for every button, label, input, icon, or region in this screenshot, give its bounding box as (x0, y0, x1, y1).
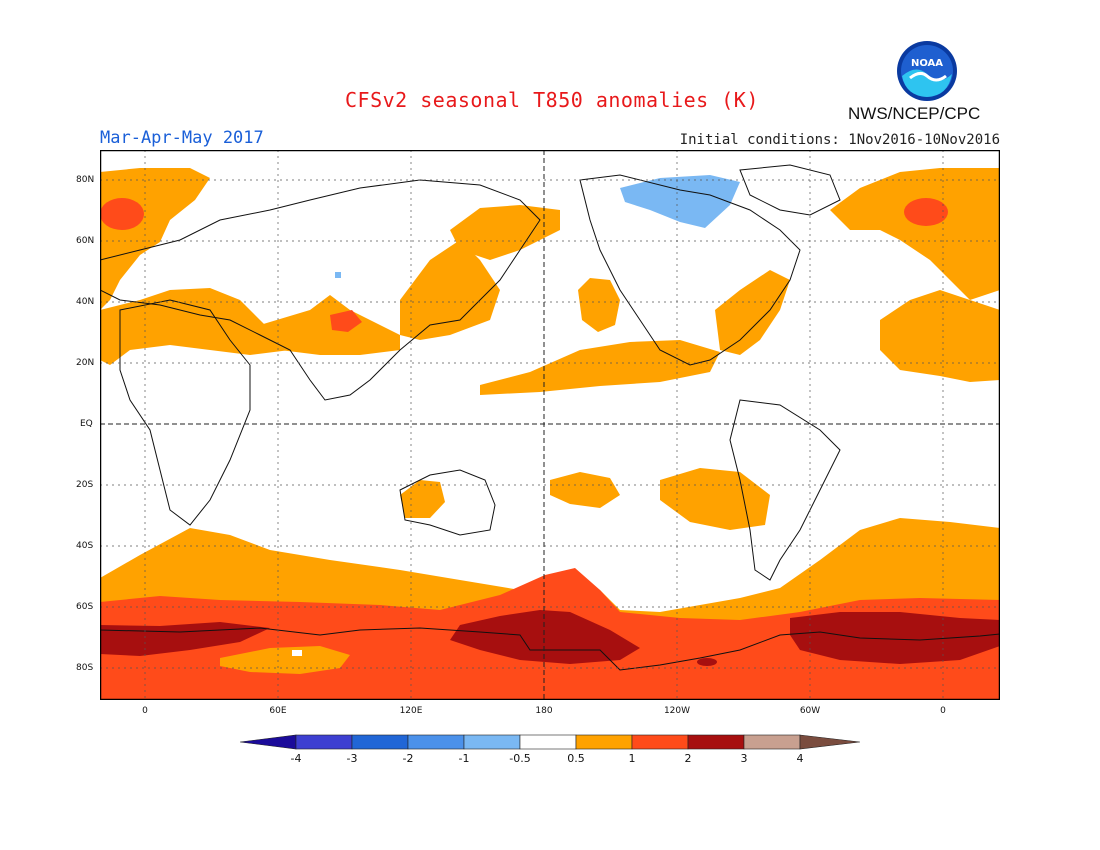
lat-label-40n: 40N (76, 297, 95, 307)
africa-coast (119, 299, 251, 526)
antarctic-darkred-east (790, 612, 1000, 664)
south-indian-blob (400, 480, 445, 518)
east-asia-band (400, 240, 500, 340)
colorbar-swatch-9 (743, 734, 801, 750)
lon-label-0-right: 0 (940, 706, 946, 716)
lat-label-60s: 60S (76, 602, 94, 612)
colorbar-swatch-5 (519, 734, 577, 750)
colorbar-swatch-4 (463, 734, 521, 750)
antarctica-coast (100, 627, 1000, 671)
colorbar-label-4: 4 (796, 752, 804, 765)
south-pacific-west-blob (550, 472, 620, 508)
greenland-coast (739, 164, 841, 216)
colorbar-label-2: 2 (684, 752, 692, 765)
lon-label-60e: 60E (269, 706, 287, 716)
lat-label-20n: 20N (76, 358, 95, 368)
colorbar-arrow-right (799, 734, 860, 750)
arctic-blue-patch (620, 175, 740, 228)
north-pacific-blob (578, 278, 620, 332)
colorbar-swatch-3 (407, 734, 465, 750)
lon-label-0-left: 0 (142, 706, 148, 716)
lon-label-120w: 120W (663, 706, 691, 716)
colorbar-swatch-1 (295, 734, 353, 750)
colorbar-arrow-left (240, 734, 297, 750)
lat-label-60n: 60N (76, 236, 95, 246)
lat-label-20s: 20S (76, 480, 94, 490)
greenland-east (830, 168, 1000, 300)
north-america-east (715, 270, 790, 355)
lon-label-180: 180 (535, 706, 553, 716)
colorbar-label-m4: -4 (290, 752, 302, 765)
lat-label-40s: 40S (76, 541, 94, 551)
south-america-coast (729, 399, 841, 581)
siberia-coast (450, 205, 560, 260)
chart-title: CFSv2 seasonal T850 anomalies (K) (345, 88, 759, 112)
colorbar-label-m05: -0.5 (509, 752, 531, 765)
lon-label-60w: 60W (799, 706, 821, 716)
colorbar-label-1: 1 (628, 752, 636, 765)
eurasia-coast (100, 179, 541, 401)
lon-label-120e: 120E (399, 706, 423, 716)
colorbar-swatch-7 (631, 734, 689, 750)
north-america-coast (579, 174, 801, 366)
europe-africa-east (880, 290, 1000, 382)
svg-text:NOAA: NOAA (911, 58, 943, 69)
antarctic-darkred-west (100, 622, 270, 656)
anomaly-map (100, 150, 1000, 700)
lat-label-80s: 80S (76, 663, 94, 673)
initial-conditions-label: Initial conditions: 1Nov2016-10Nov2016 (679, 132, 1000, 148)
colorbar-label-m1: -1 (458, 752, 470, 765)
colorbar-swatch-8 (687, 734, 745, 750)
colorbar-label-m3: -3 (346, 752, 358, 765)
noaa-logo: NOAA (897, 41, 957, 101)
season-label: Mar-Apr-May 2017 (100, 128, 264, 148)
colorbar-swatch-6 (575, 734, 633, 750)
colorbar (240, 734, 860, 750)
lat-label-80n: 80N (76, 175, 95, 185)
colorbar-label-m2: -2 (402, 752, 414, 765)
lat-label-eq: EQ (80, 419, 93, 429)
colorbar-swatch-2 (351, 734, 409, 750)
australia-coast (399, 469, 496, 536)
colorbar-label-3: 3 (740, 752, 748, 765)
subtropical-pacific-band (480, 340, 720, 395)
antarctic-orange-patch (220, 646, 350, 674)
central-asia-band (210, 295, 400, 355)
colorbar-label-05: 0.5 (567, 752, 585, 765)
south-pacific-east-blob (660, 468, 770, 530)
agency-label: NWS/NCEP/CPC (848, 104, 981, 123)
